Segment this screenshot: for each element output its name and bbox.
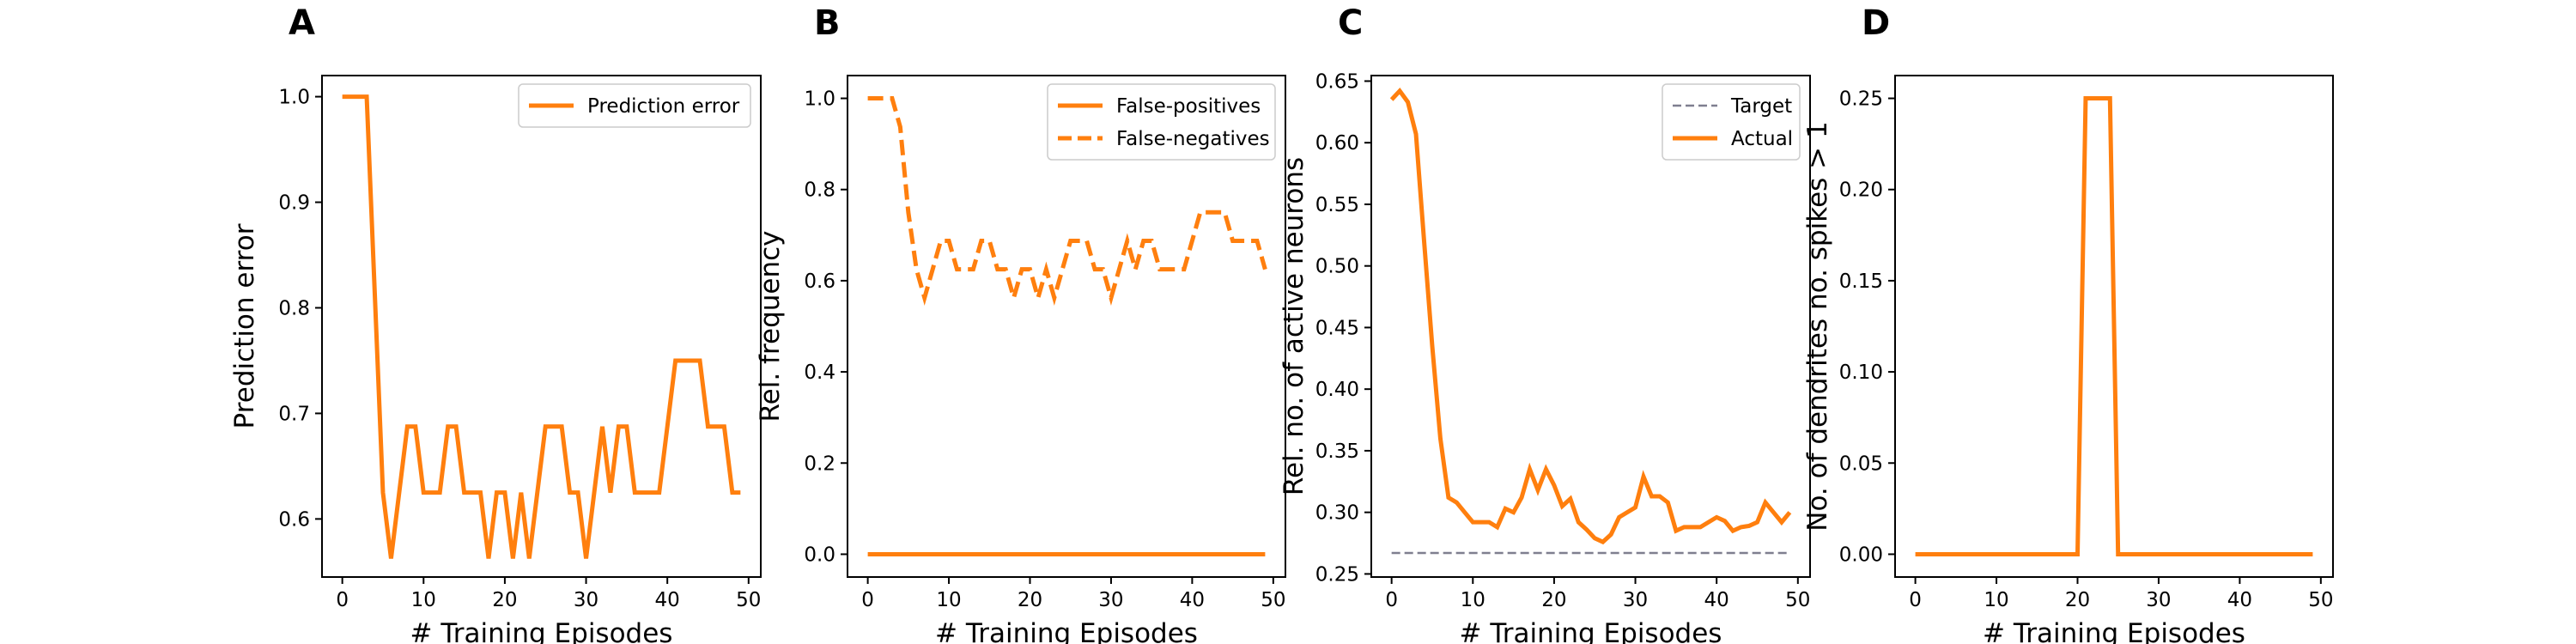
- y-tick-label: 0.7: [278, 403, 310, 425]
- legend-label: False-negatives: [1116, 128, 1270, 150]
- x-tick-label: 10: [1461, 589, 1485, 611]
- x-tick-label: 40: [655, 589, 680, 611]
- y-tick-label: 1.0: [278, 87, 310, 109]
- y-tick-label: 0.4: [804, 361, 835, 384]
- x-axis-label: # Training Episodes: [410, 618, 673, 644]
- x-tick-label: 30: [574, 589, 598, 611]
- x-tick-label: 40: [1704, 589, 1729, 611]
- x-tick-label: 20: [1541, 589, 1566, 611]
- legend-label: Prediction error: [587, 95, 740, 118]
- y-tick-label: 0.35: [1315, 440, 1359, 463]
- legend-box: [1662, 83, 1801, 161]
- plot-frame: [1894, 75, 2334, 578]
- x-tick-label: 20: [2065, 589, 2090, 611]
- series-line-actual: [1389, 88, 1792, 545]
- x-tick-label: 30: [1623, 589, 1648, 611]
- y-tick-label: 0.20: [1839, 179, 1883, 202]
- x-tick-label: 40: [2227, 589, 2252, 611]
- x-axis-label: # Training Episodes: [1460, 618, 1722, 644]
- y-tick-label: 0.25: [1839, 88, 1883, 111]
- x-tick-label: 0: [1909, 589, 1922, 611]
- panel-a: A 0 10 20 30 40 50 0.6 0.7 0.8 0.9 1.0 # Training Ep…: [229, 3, 762, 644]
- x-tick-label: 30: [1098, 589, 1123, 611]
- x-tick-label: 40: [1180, 589, 1205, 611]
- y-axis-label: Rel. frequency: [755, 230, 786, 422]
- x-tick-label: 20: [492, 589, 517, 611]
- y-tick-label: 0.50: [1315, 256, 1359, 278]
- y-tick-label: 0.60: [1315, 132, 1359, 155]
- y-tick-label: 0.6: [804, 270, 835, 293]
- panel-letter: C: [1338, 3, 1363, 43]
- y-tick-label: 0.8: [804, 179, 835, 202]
- legend-box: [1047, 83, 1276, 161]
- y-tick-label: 0.25: [1315, 563, 1359, 586]
- x-tick-label: 50: [2308, 589, 2333, 611]
- x-axis-label: # Training Episodes: [935, 618, 1198, 644]
- y-tick-label: 0.05: [1839, 453, 1883, 475]
- series-line-prediction-error: [342, 94, 741, 559]
- y-axis-label: No. of dendrites no. spikes > 1: [1802, 121, 1833, 531]
- series-line-0: [1915, 96, 2313, 556]
- y-tick-label: 0.40: [1315, 379, 1359, 401]
- x-tick-label: 0: [336, 589, 349, 611]
- x-tick-label: 10: [936, 589, 961, 611]
- y-tick-label: 0.6: [278, 508, 310, 531]
- y-tick-label: 0.00: [1839, 544, 1883, 566]
- x-tick-label: 0: [1385, 589, 1398, 611]
- x-tick-label: 20: [1018, 589, 1042, 611]
- x-tick-label: 0: [861, 589, 874, 611]
- legend-label: Actual: [1731, 128, 1793, 150]
- y-tick-label: 0.55: [1315, 194, 1359, 216]
- panel-c: C 0 10 20 30 40 50 0.25 0.30 0.35 0.40 0.45 0.50 0.55…: [1279, 3, 1811, 644]
- panel-letter: B: [814, 3, 841, 43]
- series-line-false-negatives: [867, 96, 1267, 306]
- x-tick-label: 30: [2146, 589, 2171, 611]
- x-tick-label: 10: [1984, 589, 2008, 611]
- legend-label: Target: [1730, 95, 1792, 118]
- panel-letter: A: [289, 3, 315, 43]
- x-tick-label: 50: [736, 589, 761, 611]
- legend-box: [518, 83, 751, 128]
- y-axis-label: Rel. no. of active neurons: [1279, 157, 1309, 495]
- y-tick-label: 0.10: [1839, 361, 1883, 384]
- plot-frame: [321, 75, 762, 578]
- panel-b: B 0 10 20 30 40 50 0.0 0.2 0.4 0.6 0.8 1.0 # Training…: [755, 3, 1286, 644]
- plot-frame: [847, 75, 1286, 578]
- y-tick-label: 0.2: [804, 453, 835, 475]
- y-tick-label: 0.45: [1315, 317, 1359, 339]
- x-axis-label: # Training Episodes: [1983, 618, 2245, 644]
- y-tick-label: 0.30: [1315, 502, 1359, 525]
- y-tick-label: 0.15: [1839, 270, 1883, 293]
- y-axis-label: Prediction error: [229, 223, 260, 428]
- y-tick-label: 0.8: [278, 297, 310, 319]
- plot-frame: [1370, 75, 1811, 578]
- y-tick-label: 0.0: [804, 544, 835, 566]
- y-tick-label: 1.0: [804, 88, 835, 111]
- x-tick-label: 50: [1261, 589, 1285, 611]
- y-tick-label: 0.65: [1315, 70, 1359, 93]
- panel-letter: D: [1862, 3, 1890, 43]
- x-tick-label: 10: [411, 589, 436, 611]
- y-tick-label: 0.9: [278, 192, 310, 215]
- x-tick-label: 50: [1785, 589, 1810, 611]
- legend-label: False-positives: [1116, 95, 1261, 118]
- panel-d: D 0 10 20 30 40 50 0.00 0.05 0.10 0.15 0.20 0.25 # Tr…: [1802, 3, 2334, 644]
